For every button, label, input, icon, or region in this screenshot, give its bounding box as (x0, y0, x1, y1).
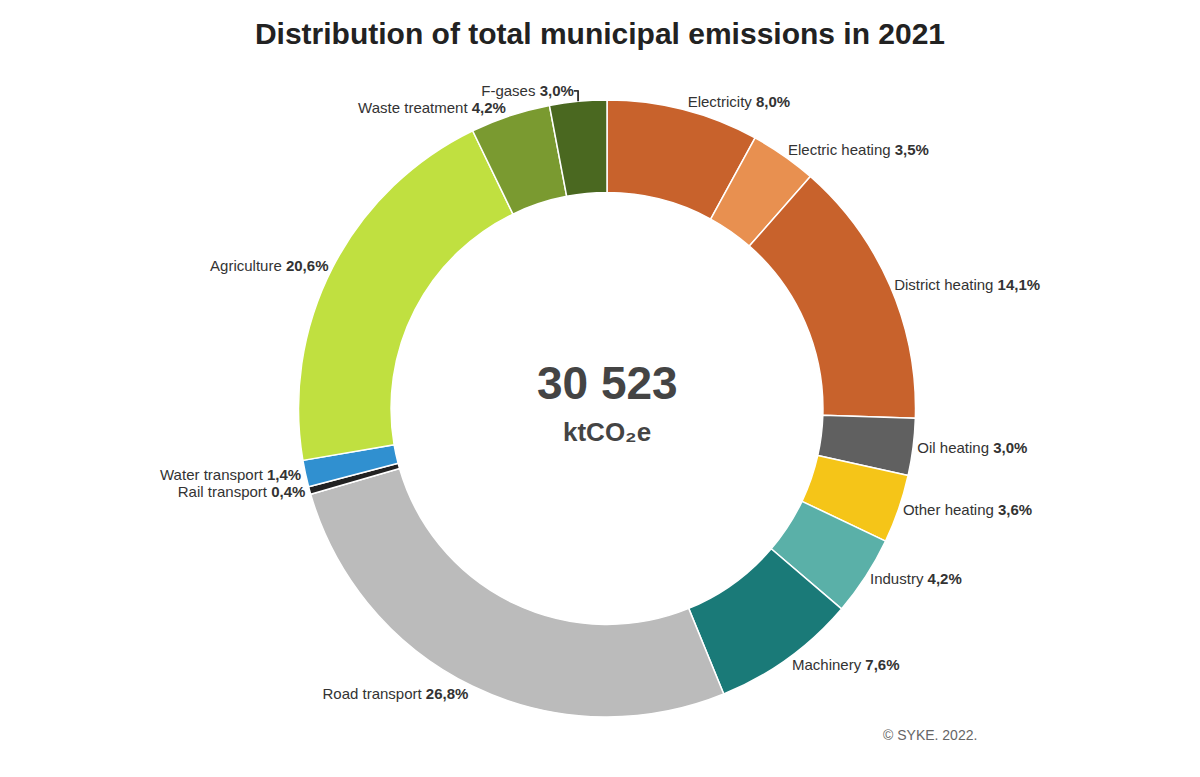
svg-text:Other heating 3,6%: Other heating 3,6% (903, 501, 1032, 518)
svg-text:Machinery 7,6%: Machinery 7,6% (792, 656, 900, 673)
svg-text:ktCO₂e: ktCO₂e (563, 417, 651, 447)
svg-text:Electric heating 3,5%: Electric heating 3,5% (788, 141, 929, 158)
svg-text:Agriculture 20,6%: Agriculture 20,6% (210, 257, 328, 274)
svg-text:F-gases 3,0%: F-gases 3,0% (481, 82, 574, 99)
svg-text:© SYKE. 2022.: © SYKE. 2022. (883, 727, 977, 743)
svg-text:Water transport 1,4%: Water transport 1,4% (160, 466, 301, 483)
svg-text:30 523: 30 523 (537, 357, 678, 409)
svg-text:Rail transport 0,4%: Rail transport 0,4% (178, 483, 306, 500)
svg-text:Oil heating 3,0%: Oil heating 3,0% (917, 439, 1027, 456)
svg-text:Distribution of total municipa: Distribution of total municipal emission… (255, 17, 945, 50)
svg-text:Industry 4,2%: Industry 4,2% (870, 570, 962, 587)
svg-text:Road transport 26,8%: Road transport 26,8% (322, 685, 468, 702)
svg-text:Waste treatment 4,2%: Waste treatment 4,2% (358, 99, 506, 116)
svg-text:Electricity 8,0%: Electricity 8,0% (688, 93, 791, 110)
svg-text:District heating 14,1%: District heating 14,1% (894, 276, 1040, 293)
